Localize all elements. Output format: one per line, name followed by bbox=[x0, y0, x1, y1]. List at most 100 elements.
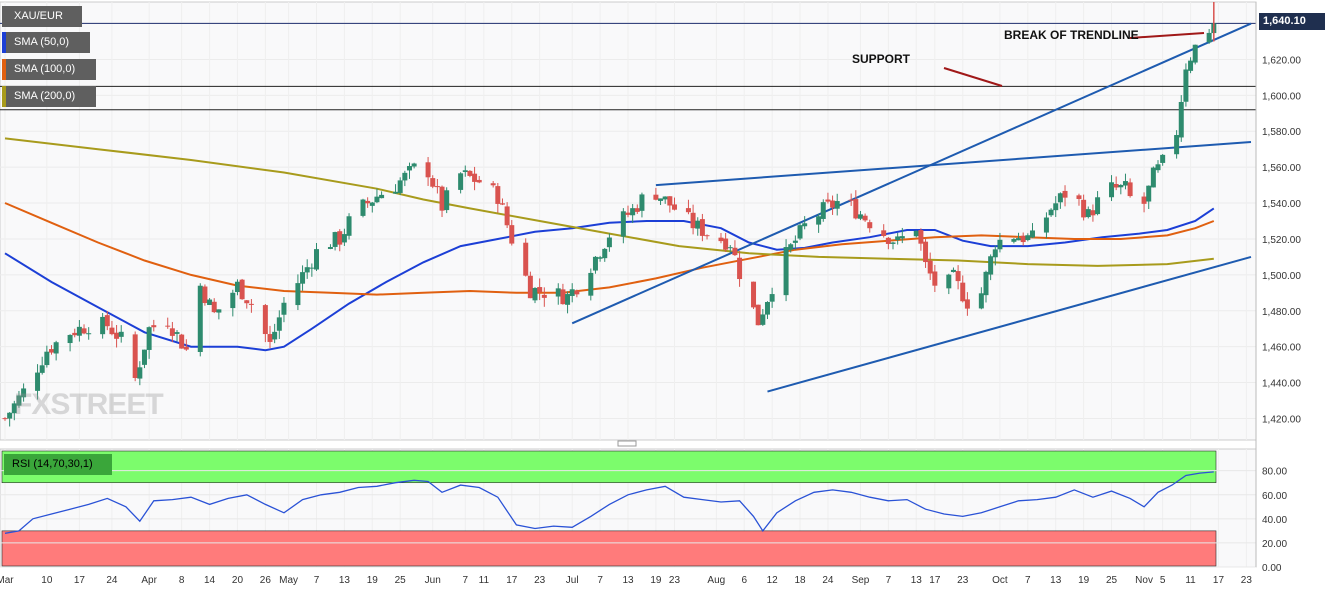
candle-body bbox=[1122, 181, 1128, 186]
candle-body bbox=[1090, 210, 1096, 216]
candle-body bbox=[174, 332, 180, 334]
candle-body bbox=[337, 231, 343, 245]
legend-rsi[interactable]: RSI (14,70,30,1) bbox=[4, 454, 112, 475]
candle-body bbox=[504, 206, 510, 226]
candle-body bbox=[690, 212, 696, 229]
x-tick-label: 7 bbox=[597, 575, 603, 586]
annotation-break-of-trendline: BREAK OF TRENDLINE bbox=[1004, 28, 1139, 42]
candle-body bbox=[1025, 235, 1031, 241]
x-tick-label: 23 bbox=[1241, 575, 1253, 586]
candle-body bbox=[207, 299, 213, 305]
candle-body bbox=[179, 334, 185, 349]
candle-body bbox=[118, 331, 124, 337]
candle-body bbox=[751, 281, 757, 308]
candle-body bbox=[509, 225, 515, 244]
candle-body bbox=[978, 293, 984, 309]
candle-body bbox=[537, 287, 543, 293]
price-y-tick-label: 1,440.00 bbox=[1262, 379, 1301, 390]
candle-body bbox=[314, 249, 319, 270]
sma-line-sma1000 bbox=[4, 202, 1215, 296]
trend-channel-line bbox=[571, 22, 1252, 325]
candle-body bbox=[444, 190, 450, 211]
candle-body bbox=[197, 285, 203, 352]
candle-body bbox=[1020, 235, 1026, 243]
candle-body bbox=[820, 202, 826, 219]
candle-body bbox=[239, 279, 245, 300]
candle-body bbox=[699, 219, 705, 236]
candle-body bbox=[11, 403, 17, 414]
candle-body bbox=[997, 239, 1003, 250]
candle-body bbox=[658, 198, 664, 201]
candle-body bbox=[653, 194, 659, 200]
x-tick-label: Oct bbox=[992, 575, 1008, 586]
sma100-swatch bbox=[2, 59, 6, 80]
legend-sma200[interactable]: SMA (200,0) bbox=[2, 86, 96, 107]
x-tick-label: 17 bbox=[929, 575, 941, 586]
x-tick-label: 23 bbox=[534, 575, 546, 586]
rsi-oversold-zone bbox=[1, 530, 1217, 567]
x-tick-label: Jun bbox=[425, 575, 441, 586]
candle-body bbox=[379, 194, 385, 199]
candle-body bbox=[490, 183, 496, 186]
candle-body bbox=[202, 286, 208, 304]
candle-body bbox=[597, 257, 603, 259]
candle-body bbox=[1113, 183, 1119, 188]
candle-body bbox=[857, 214, 863, 219]
candle-body bbox=[704, 235, 710, 237]
candle-body bbox=[964, 299, 970, 309]
candle-body bbox=[667, 196, 673, 206]
x-tick-label: 8 bbox=[179, 575, 185, 586]
candle-body bbox=[527, 275, 533, 299]
x-tick-label: 13 bbox=[622, 575, 634, 586]
candle-body bbox=[369, 202, 375, 206]
x-tick-label: 25 bbox=[395, 575, 407, 586]
sma-line-sma2000 bbox=[4, 137, 1214, 267]
candle-body bbox=[630, 208, 636, 216]
candle-body bbox=[927, 260, 933, 274]
candle-body bbox=[476, 179, 482, 183]
x-tick-label: Nov bbox=[1135, 575, 1153, 586]
candle-body bbox=[100, 316, 106, 335]
x-tick-label: Mar bbox=[0, 575, 14, 586]
candle-body bbox=[606, 237, 612, 248]
price-y-tick-label: 1,520.00 bbox=[1262, 235, 1301, 246]
candle-body bbox=[7, 412, 13, 419]
candle-body bbox=[950, 269, 956, 273]
candle-body bbox=[1150, 167, 1156, 188]
candle-body bbox=[1085, 209, 1091, 218]
legend-symbol[interactable]: XAU/EUR bbox=[2, 6, 82, 27]
candle-body bbox=[216, 309, 222, 313]
candle-body bbox=[1192, 44, 1198, 63]
candle-body bbox=[430, 178, 436, 187]
candle-body bbox=[86, 333, 92, 335]
price-y-tick-label: 1,580.00 bbox=[1262, 127, 1301, 138]
candle-body bbox=[1109, 182, 1115, 198]
candle-body bbox=[393, 191, 399, 194]
candle-body bbox=[495, 186, 501, 204]
rsi-y-tick-label: 0.00 bbox=[1262, 563, 1282, 574]
legend-sma100[interactable]: SMA (100,0) bbox=[2, 59, 96, 80]
candle-body bbox=[1141, 196, 1147, 204]
pane-resize-handle bbox=[617, 440, 637, 447]
candle-body bbox=[132, 334, 138, 378]
x-tick-label: 7 bbox=[462, 575, 468, 586]
candle-body bbox=[718, 237, 724, 242]
candle-body bbox=[723, 238, 729, 250]
candle-body bbox=[802, 223, 808, 227]
candle-body bbox=[360, 199, 366, 216]
trend-channel-line bbox=[655, 141, 1252, 187]
price-y-tick-label: 1,460.00 bbox=[1262, 343, 1301, 354]
candle-body bbox=[2, 418, 8, 420]
candle-body bbox=[244, 300, 250, 304]
x-tick-label: 11 bbox=[479, 575, 490, 586]
candle-body bbox=[332, 232, 338, 247]
candle-body bbox=[955, 271, 961, 282]
candle-body bbox=[267, 334, 273, 342]
candle-body bbox=[309, 267, 315, 269]
candle-body bbox=[114, 332, 120, 339]
sma50-swatch bbox=[2, 32, 6, 53]
legend-sma50[interactable]: SMA (50,0) bbox=[2, 32, 90, 53]
candle-body bbox=[1118, 185, 1124, 188]
candle-body bbox=[918, 230, 924, 244]
